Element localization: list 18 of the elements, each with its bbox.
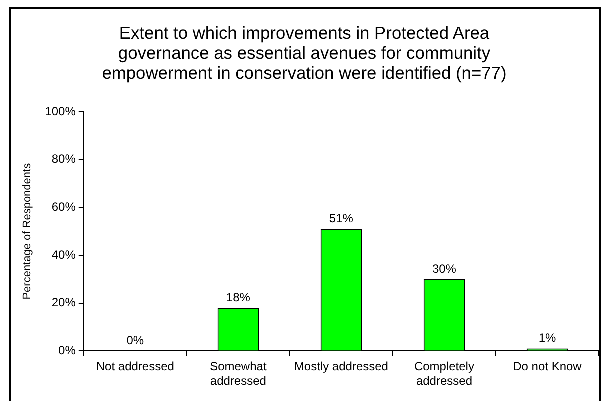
x-tick-label: Somewhat addressed <box>210 360 268 388</box>
data-label: 0% <box>126 334 144 348</box>
x-tick-label: Mostly addressed <box>294 360 388 374</box>
chart-title: Extent to which improvements in Protected Area governance as essential avenues for community empowerment in conservation were identified (n=77) <box>101 23 508 83</box>
x-tick-label: Do not Know <box>513 360 582 374</box>
y-tick-label: 60% <box>52 200 76 214</box>
x-tick-label: Completely addressed <box>414 360 474 388</box>
x-tick-label: Not addressed <box>96 360 174 374</box>
y-axis-title: Percentage of Respondents <box>22 162 34 300</box>
data-label: 30% <box>432 262 457 276</box>
y-tick-label: 20% <box>52 296 76 310</box>
data-label: 18% <box>226 290 251 304</box>
y-tick-label: 100% <box>45 104 76 118</box>
data-label: 51% <box>329 212 354 226</box>
y-tick-label: 0% <box>58 344 76 358</box>
data-label: 1% <box>538 331 556 346</box>
y-tick-label: 40% <box>52 248 76 262</box>
y-tick-label: 80% <box>52 152 76 166</box>
